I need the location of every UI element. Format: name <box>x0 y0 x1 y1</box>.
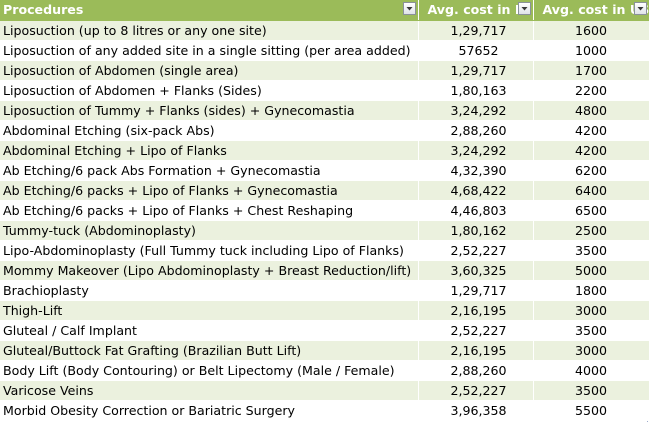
inr-cost-cell[interactable]: 2,16,195 <box>418 300 534 321</box>
usd-cost-cell[interactable]: 4000 <box>533 360 649 381</box>
procedure-cell[interactable]: Ab Etching/6 pack Abs Formation + Gyneco… <box>0 160 419 181</box>
inr-cost-cell[interactable]: 3,96,358 <box>418 400 534 421</box>
usd-cost-cell[interactable]: 6400 <box>533 180 649 201</box>
table-body: Liposuction (up to 8 litres or any one s… <box>0 20 649 421</box>
procedure-cell[interactable]: Varicose Veins <box>0 380 419 401</box>
header-label-avg-cost-inr: Avg. cost in IN <box>427 2 531 17</box>
header-cell-avg-cost-inr[interactable]: Avg. cost in IN <box>418 0 534 21</box>
table-row[interactable]: Brachioplasty 1,29,717 1800 <box>0 280 649 301</box>
table-row[interactable]: Abdominal Etching (six-pack Abs) 2,88,26… <box>0 120 649 141</box>
procedure-cell[interactable]: Ab Etching/6 packs + Lipo of Flanks + Gy… <box>0 180 419 201</box>
usd-cost-cell[interactable]: 6200 <box>533 160 649 181</box>
table-row[interactable]: Thigh-Lift 2,16,195 3000 <box>0 300 649 321</box>
header-cell-avg-cost-usd[interactable]: Avg. cost in US <box>533 0 649 21</box>
procedure-cell[interactable]: Liposuction of Abdomen (single area) <box>0 60 419 81</box>
inr-cost-cell[interactable]: 1,29,717 <box>418 20 534 41</box>
procedure-cell[interactable]: Liposuction of Tummy + Flanks (sides) + … <box>0 100 419 121</box>
inr-cost-cell[interactable]: 2,16,195 <box>418 340 534 361</box>
header-row: Procedures Avg. cost in IN Avg. cost in … <box>0 0 649 21</box>
header-label-procedures: Procedures <box>3 2 84 17</box>
table-row[interactable]: Liposuction of any added site in a singl… <box>0 40 649 61</box>
usd-cost-cell[interactable]: 3500 <box>533 380 649 401</box>
usd-cost-cell[interactable]: 5000 <box>533 260 649 281</box>
inr-cost-cell[interactable]: 1,29,717 <box>418 280 534 301</box>
usd-cost-cell[interactable]: 1600 <box>533 20 649 41</box>
usd-cost-cell[interactable]: 1700 <box>533 60 649 81</box>
table-row[interactable]: Liposuction of Abdomen (single area) 1,2… <box>0 60 649 81</box>
usd-cost-cell[interactable]: 3500 <box>533 240 649 261</box>
table-row[interactable]: Liposuction of Abdomen + Flanks (Sides) … <box>0 80 649 101</box>
procedure-cell[interactable]: Gluteal / Calf Implant <box>0 320 419 341</box>
procedure-cell[interactable]: Liposuction (up to 8 litres or any one s… <box>0 20 419 41</box>
inr-cost-cell[interactable]: 1,80,162 <box>418 220 534 241</box>
filter-dropdown-arrow-icon[interactable] <box>517 2 531 15</box>
inr-cost-cell[interactable]: 3,24,292 <box>418 100 534 121</box>
filter-dropdown-arrow-icon[interactable] <box>633 2 647 15</box>
filter-dropdown-arrow-icon[interactable] <box>402 2 416 15</box>
inr-cost-cell[interactable]: 4,32,390 <box>418 160 534 181</box>
table-row[interactable]: Ab Etching/6 pack Abs Formation + Gyneco… <box>0 160 649 181</box>
usd-cost-cell[interactable]: 3000 <box>533 300 649 321</box>
header-label-avg-cost-usd: Avg. cost in US <box>542 2 649 17</box>
procedure-cell[interactable]: Abdominal Etching + Lipo of Flanks <box>0 140 419 161</box>
usd-cost-cell[interactable]: 3500 <box>533 320 649 341</box>
inr-cost-cell[interactable]: 2,88,260 <box>418 120 534 141</box>
usd-cost-cell[interactable]: 5500 <box>533 400 649 421</box>
table-row[interactable]: Mommy Makeover (Lipo Abdominoplasty + Br… <box>0 260 649 281</box>
table-row[interactable]: Morbid Obesity Correction or Bariatric S… <box>0 400 649 421</box>
procedure-cell[interactable]: Brachioplasty <box>0 280 419 301</box>
procedure-cell[interactable]: Body Lift (Body Contouring) or Belt Lipe… <box>0 360 419 381</box>
procedure-cell[interactable]: Lipo-Abdominoplasty (Full Tummy tuck inc… <box>0 240 419 261</box>
table-row[interactable]: Ab Etching/6 packs + Lipo of Flanks + Ch… <box>0 200 649 221</box>
header-cell-procedures[interactable]: Procedures <box>0 0 419 21</box>
table-row[interactable]: Ab Etching/6 packs + Lipo of Flanks + Gy… <box>0 180 649 201</box>
usd-cost-cell[interactable]: 4200 <box>533 120 649 141</box>
inr-cost-cell[interactable]: 1,29,717 <box>418 60 534 81</box>
usd-cost-cell[interactable]: 6500 <box>533 200 649 221</box>
usd-cost-cell[interactable]: 3000 <box>533 340 649 361</box>
procedure-cell[interactable]: Tummy-tuck (Abdominoplasty) <box>0 220 419 241</box>
procedure-cell[interactable]: Ab Etching/6 packs + Lipo of Flanks + Ch… <box>0 200 419 221</box>
table-row[interactable]: Liposuction of Tummy + Flanks (sides) + … <box>0 100 649 121</box>
table-row[interactable]: Tummy-tuck (Abdominoplasty) 1,80,162 250… <box>0 220 649 241</box>
table-resize-handle-icon[interactable] <box>642 415 648 422</box>
table-row[interactable]: Lipo-Abdominoplasty (Full Tummy tuck inc… <box>0 240 649 261</box>
table-row[interactable]: Varicose Veins 2,52,227 3500 <box>0 380 649 401</box>
procedure-cell[interactable]: Morbid Obesity Correction or Bariatric S… <box>0 400 419 421</box>
inr-cost-cell[interactable]: 1,80,163 <box>418 80 534 101</box>
usd-cost-cell[interactable]: 1000 <box>533 40 649 61</box>
inr-cost-cell[interactable]: 2,52,227 <box>418 320 534 341</box>
usd-cost-cell[interactable]: 4800 <box>533 100 649 121</box>
inr-cost-cell[interactable]: 4,68,422 <box>418 180 534 201</box>
table-row[interactable]: Liposuction (up to 8 litres or any one s… <box>0 20 649 41</box>
table-row[interactable]: Gluteal / Calf Implant 2,52,227 3500 <box>0 320 649 341</box>
procedure-cell[interactable]: Mommy Makeover (Lipo Abdominoplasty + Br… <box>0 260 419 281</box>
procedure-cell[interactable]: Thigh-Lift <box>0 300 419 321</box>
inr-cost-cell[interactable]: 3,24,292 <box>418 140 534 161</box>
inr-cost-cell[interactable]: 3,60,325 <box>418 260 534 281</box>
inr-cost-cell[interactable]: 2,88,260 <box>418 360 534 381</box>
procedure-cell[interactable]: Liposuction of Abdomen + Flanks (Sides) <box>0 80 419 101</box>
inr-cost-cell[interactable]: 4,46,803 <box>418 200 534 221</box>
table-row[interactable]: Gluteal/Buttock Fat Grafting (Brazilian … <box>0 340 649 361</box>
table-row[interactable]: Abdominal Etching + Lipo of Flanks 3,24,… <box>0 140 649 161</box>
procedure-cell[interactable]: Abdominal Etching (six-pack Abs) <box>0 120 419 141</box>
procedure-cell[interactable]: Gluteal/Buttock Fat Grafting (Brazilian … <box>0 340 419 361</box>
procedure-cell[interactable]: Liposuction of any added site in a singl… <box>0 40 419 61</box>
inr-cost-cell[interactable]: 2,52,227 <box>418 380 534 401</box>
inr-cost-cell[interactable]: 57652 <box>418 40 534 61</box>
usd-cost-cell[interactable]: 1800 <box>533 280 649 301</box>
usd-cost-cell[interactable]: 4200 <box>533 140 649 161</box>
usd-cost-cell[interactable]: 2200 <box>533 80 649 101</box>
usd-cost-cell[interactable]: 2500 <box>533 220 649 241</box>
table-row[interactable]: Body Lift (Body Contouring) or Belt Lipe… <box>0 360 649 381</box>
inr-cost-cell[interactable]: 2,52,227 <box>418 240 534 261</box>
